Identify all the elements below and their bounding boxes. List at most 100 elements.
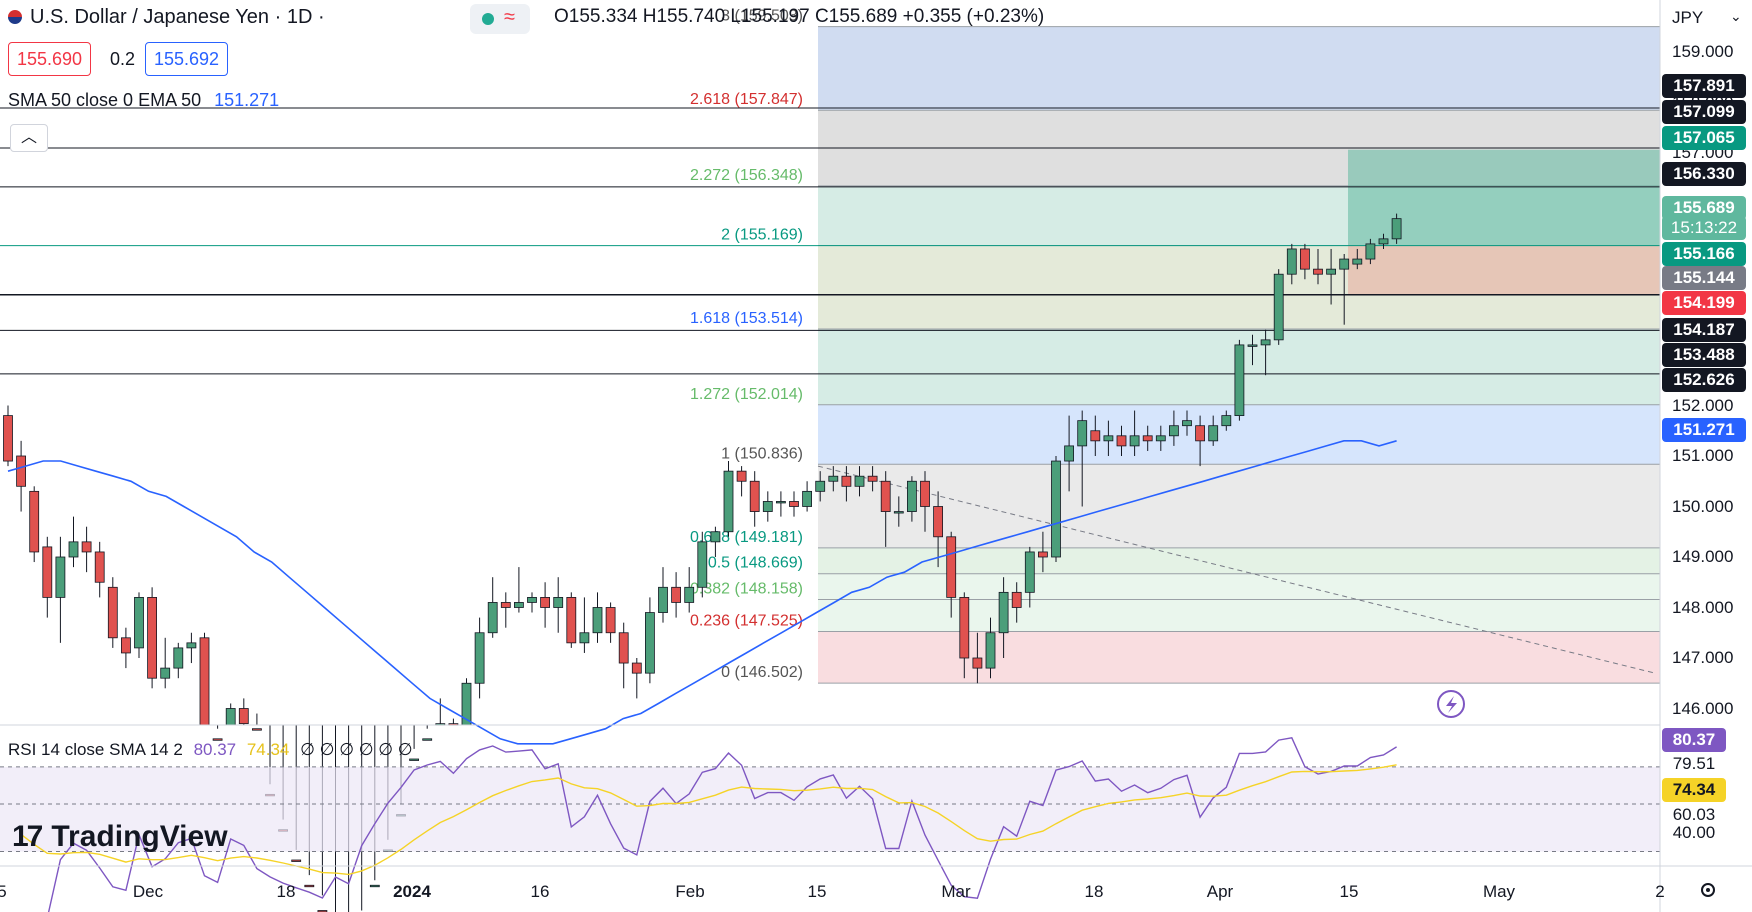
candle-body — [212, 738, 223, 741]
candle — [238, 698, 249, 725]
candle-body — [1208, 425, 1219, 442]
candle-body — [579, 632, 590, 644]
candle-body — [1378, 238, 1389, 245]
time-axis-label: 18 — [1084, 882, 1104, 901]
candle-body — [186, 642, 197, 649]
price-tag: 155.166 — [1662, 242, 1746, 266]
ma-legend-value: 151.271 — [214, 90, 280, 110]
candle — [1247, 334, 1258, 366]
candle-body — [815, 480, 826, 492]
candle-body — [631, 662, 642, 674]
candle-body — [369, 884, 380, 888]
candle-body — [1352, 258, 1363, 265]
candle-body — [42, 546, 53, 598]
candle — [173, 642, 184, 679]
candle-body — [1129, 435, 1140, 447]
candle — [658, 567, 668, 623]
price-axis-tick: 147.000 — [1672, 648, 1734, 667]
candle — [487, 577, 498, 638]
candle — [933, 491, 943, 568]
candle-body — [225, 708, 236, 726]
candle — [880, 471, 891, 547]
candle — [1273, 269, 1284, 345]
price-tag: 15:13:22 — [1662, 216, 1746, 240]
candle-body — [251, 728, 262, 731]
candle-body — [3, 415, 13, 462]
candle — [134, 592, 144, 658]
ma-legend[interactable]: SMA 50 close 0 EMA 50 151.271 — [8, 90, 279, 111]
fib-label-0.236: 0.236 (147.525) — [690, 612, 803, 629]
fib-label-0.5: 0.5 (148.669) — [708, 555, 803, 572]
candle-body — [893, 511, 904, 514]
sell-price-button[interactable]: 155.690 — [8, 42, 92, 76]
candle-body — [592, 607, 603, 634]
candle-body — [487, 602, 498, 634]
price-axis-tick: 150.000 — [1672, 496, 1734, 516]
candle — [762, 491, 773, 522]
candle-body — [16, 455, 27, 487]
buy-price-button[interactable]: 155.692 — [145, 42, 229, 76]
candle-body — [1064, 445, 1074, 462]
market-status-badge[interactable]: ≈ — [470, 4, 530, 34]
candle — [946, 531, 957, 618]
candle — [867, 466, 878, 492]
candle — [68, 516, 79, 568]
candle — [1208, 415, 1219, 446]
candle — [1365, 238, 1376, 265]
candle — [710, 526, 721, 557]
price-tag: 154.199 — [1662, 291, 1746, 315]
candle-body — [959, 597, 970, 659]
fib-label-1: 1 (150.836) — [721, 445, 803, 462]
candle — [540, 582, 550, 628]
candle — [618, 622, 629, 689]
time-axis-label: May — [1482, 882, 1516, 901]
candle — [448, 718, 459, 726]
tradingview-logo[interactable]: 17 TradingView — [12, 820, 228, 854]
candle-body — [1326, 268, 1336, 275]
candle — [1051, 456, 1061, 563]
rsi-legend-value: 80.37 — [193, 740, 237, 759]
candle-body — [1195, 425, 1205, 442]
stop-zone — [1348, 245, 1660, 295]
candle-body — [802, 490, 812, 507]
candle-body — [828, 475, 839, 482]
price-axis-tick: 151.000 — [1672, 446, 1734, 465]
candle-body — [1024, 551, 1035, 593]
candle — [16, 440, 27, 512]
time-axis-label: 15 — [807, 882, 827, 901]
rsi-empty-values: ∅ ∅ ∅ ∅ ∅ ∅ — [300, 740, 413, 759]
collapse-chevron-up-icon[interactable]: ︿ — [10, 124, 48, 152]
candle — [854, 466, 865, 497]
wave-icon: ≈ — [504, 6, 515, 28]
candle — [514, 567, 524, 613]
sma-50-line — [7, 439, 1397, 745]
chart-settings-gear-icon[interactable] — [1696, 878, 1720, 902]
candle — [828, 466, 839, 492]
candle-body — [697, 541, 708, 588]
candle — [29, 486, 40, 563]
candle-body — [29, 490, 40, 553]
candle-body — [1221, 415, 1232, 427]
symbol-title[interactable]: U.S. Dollar / Japanese Yen · 1D · — [8, 6, 325, 29]
candle — [645, 597, 655, 684]
rsi-sma-legend-value: 74.34 — [246, 740, 290, 759]
candle-body — [946, 536, 957, 598]
candle — [1234, 339, 1245, 421]
candle — [1169, 410, 1179, 446]
price-tag: 154.187 — [1662, 318, 1746, 342]
candle-body — [1247, 344, 1258, 347]
candle-body — [1169, 425, 1179, 437]
time-axis-label: Apr — [1206, 882, 1234, 901]
rsi-sma-line — [20, 764, 1397, 876]
candle-body — [998, 591, 1009, 634]
rsi-legend[interactable]: RSI 14 close SMA 14 2 80.37 74.34 ∅ ∅ ∅ … — [8, 740, 413, 760]
candle-body — [1103, 435, 1114, 442]
candle — [998, 577, 1009, 658]
us-flag-icon — [8, 10, 22, 24]
time-axis-label: 2024 — [393, 882, 431, 901]
currency-button[interactable]: JPY ⌄ — [1662, 0, 1752, 36]
candle-body — [749, 480, 760, 512]
currency-label: JPY — [1672, 8, 1704, 27]
